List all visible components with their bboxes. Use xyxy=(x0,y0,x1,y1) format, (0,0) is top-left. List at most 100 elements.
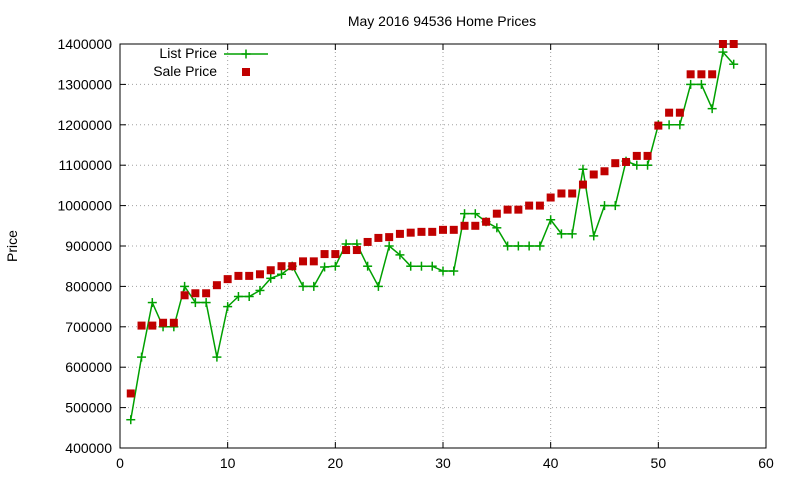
y-tick-label: 1000000 xyxy=(57,198,112,214)
sale-price-point xyxy=(137,321,146,330)
list-price-point xyxy=(438,266,448,276)
sale-price-point xyxy=(439,225,447,234)
y-tick-label: 900000 xyxy=(65,238,112,254)
list-price-point xyxy=(664,120,674,130)
sale-price-point xyxy=(169,318,178,327)
y-tick-label: 600000 xyxy=(65,359,112,375)
list-price-point xyxy=(180,281,190,291)
x-tick-label: 20 xyxy=(328,455,344,471)
x-tick-label: 10 xyxy=(220,455,236,471)
list-price-point xyxy=(535,241,545,251)
x-tick-label: 50 xyxy=(651,455,667,471)
list-price-point xyxy=(190,298,200,308)
list-price-point xyxy=(589,231,599,241)
legend: List Price Sale Price xyxy=(153,45,268,79)
list-price-point xyxy=(610,201,620,211)
sale-price-point xyxy=(460,221,469,230)
list-price-point xyxy=(233,292,243,301)
sale-price-point xyxy=(729,40,738,48)
sale-price-point xyxy=(255,270,264,279)
sale-price-point xyxy=(299,257,308,266)
legend-label-list-price: List Price xyxy=(159,45,217,61)
sale-price-point xyxy=(180,291,189,300)
list-price-point xyxy=(416,261,426,271)
list-price-point xyxy=(600,201,609,211)
sale-price-point xyxy=(266,266,275,275)
sale-price-point xyxy=(277,262,286,271)
sale-price-point xyxy=(665,108,674,117)
list-price-point xyxy=(524,241,534,251)
x-tick-label: 40 xyxy=(543,455,559,471)
sale-price-point xyxy=(492,209,501,218)
sale-price-point xyxy=(191,289,200,298)
list-price-point xyxy=(449,266,459,276)
list-price-point xyxy=(696,79,706,89)
list-price-point xyxy=(556,229,566,239)
series-layer xyxy=(126,40,739,425)
sale-price-point xyxy=(245,271,254,280)
list-price-point xyxy=(513,241,523,251)
sale-price-point xyxy=(234,271,243,280)
list-price-point xyxy=(675,120,685,130)
list-price-point xyxy=(201,298,211,308)
axis-ticks: 400000 500000 600000 700000 800000 900000 1000… xyxy=(57,36,774,471)
sale-price-point xyxy=(202,289,211,298)
list-price-point xyxy=(546,215,556,225)
x-tick-label: 0 xyxy=(116,455,124,471)
x-tick-label: 30 xyxy=(435,455,451,471)
list-price-point xyxy=(632,160,642,170)
list-price-point xyxy=(298,281,308,291)
list-price-point xyxy=(578,164,588,174)
sale-price-point xyxy=(342,246,351,255)
sale-price-point xyxy=(589,170,598,179)
sale-price-point xyxy=(654,121,663,130)
sale-price-point xyxy=(212,281,221,290)
grid-lines xyxy=(119,43,767,449)
sale-price-point xyxy=(675,108,684,117)
list-price-point xyxy=(223,302,233,312)
list-price-point xyxy=(729,59,739,69)
list-price-point xyxy=(320,262,330,272)
sale-price-point xyxy=(363,237,372,246)
list-price-point xyxy=(384,241,394,251)
list-price-point xyxy=(212,352,222,362)
sale-price-point xyxy=(578,180,587,189)
x-tick-label: 60 xyxy=(758,455,774,471)
list-price-point xyxy=(277,269,286,279)
sale-price-point xyxy=(320,250,329,259)
legend-marker-list-price xyxy=(241,49,251,59)
sale-price-point xyxy=(126,389,135,398)
list-price-point xyxy=(492,223,502,233)
y-tick-label: 1400000 xyxy=(57,36,112,52)
y-tick-label: 1200000 xyxy=(57,117,112,133)
sale-price-point xyxy=(514,205,523,214)
list-price-point xyxy=(126,415,136,425)
sale-price-point xyxy=(331,250,340,259)
list-price-point xyxy=(373,281,383,291)
sale-price-point xyxy=(449,225,458,234)
sale-price-point xyxy=(417,227,426,236)
sale-price-point xyxy=(535,201,544,210)
list-price-point xyxy=(686,79,696,89)
list-price-point xyxy=(470,209,480,219)
sale-price-point xyxy=(395,229,404,238)
y-tick-label: 500000 xyxy=(65,400,112,416)
sale-price-point xyxy=(223,275,232,284)
list-price-point xyxy=(330,261,340,271)
sale-price-point xyxy=(643,151,652,160)
legend-marker-sale-price xyxy=(242,68,250,76)
sale-price-point xyxy=(622,157,631,166)
list-price-point xyxy=(266,273,276,283)
list-price-point xyxy=(147,298,157,308)
list-price-point xyxy=(255,285,265,295)
list-price-point xyxy=(460,209,470,219)
list-price-point xyxy=(567,229,577,239)
sale-price-point xyxy=(288,262,297,271)
y-tick-label: 400000 xyxy=(65,440,112,456)
sale-price-point xyxy=(471,221,480,230)
sale-price-point xyxy=(708,70,717,79)
sale-price-point xyxy=(718,40,727,48)
list-price-point xyxy=(643,160,653,170)
